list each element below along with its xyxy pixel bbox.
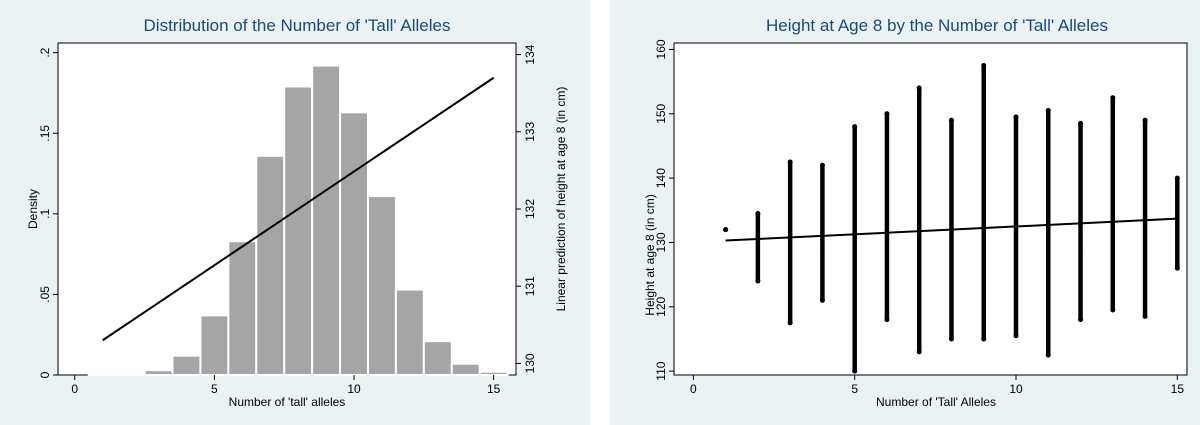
height-scatter-chart: Height at Age 8 by the Number of 'Tall' … — [643, 16, 1188, 409]
y-tick-label: 120 — [654, 296, 668, 316]
bar-series — [87, 64, 509, 377]
scatter-point — [1142, 313, 1148, 319]
scatter-point — [1078, 317, 1084, 323]
scatter-point — [1045, 108, 1051, 114]
scatter-point — [884, 317, 890, 323]
histogram-bar — [394, 288, 425, 376]
scatter-point — [981, 336, 987, 342]
scatter-point — [1174, 175, 1180, 181]
right-chart-panel: Height at Age 8 by the Number of 'Tall' … — [610, 0, 1200, 425]
scatter-point — [852, 124, 858, 130]
scatter-point — [1013, 333, 1019, 339]
scatter-point — [1013, 114, 1019, 120]
y-axis-label: Height at age 8 (in cm) — [643, 194, 657, 315]
scatter-point — [916, 85, 922, 91]
scatter-point — [981, 63, 987, 69]
x-axis-label: Number of 'tall' alleles — [229, 395, 346, 409]
y-tick-label: 0 — [38, 371, 52, 378]
y-tick-label: .2 — [38, 47, 52, 57]
scatter-point — [1078, 120, 1084, 126]
histogram-bar — [171, 354, 202, 376]
y2-tick-label: 131 — [523, 276, 537, 296]
x-tick-label: 0 — [690, 382, 697, 396]
chart-title: Distribution of the Number of 'Tall' All… — [144, 16, 451, 35]
scatter-point — [1110, 307, 1116, 313]
scatter-point — [916, 349, 922, 355]
histogram-bar — [339, 111, 369, 377]
plot-area — [673, 42, 1188, 376]
y-tick-label: .05 — [38, 286, 52, 303]
histogram-bar — [366, 195, 397, 376]
x-axis-label: Number of 'Tall' Alleles — [876, 395, 996, 409]
histogram-bar — [87, 373, 118, 377]
scatter-point — [1110, 95, 1116, 101]
y-tick-label: .15 — [38, 125, 52, 142]
chart-title: Height at Age 8 by the Number of 'Tall' … — [766, 16, 1108, 35]
y-tick-label: 110 — [654, 361, 668, 380]
x-axis: 0 5 10 15 — [690, 375, 1184, 396]
y-axis-left: 0 .05 .1 .15 .2 — [38, 47, 58, 378]
x-axis: 0 5 10 15 — [71, 375, 501, 396]
y2-tick-label: 133 — [523, 121, 537, 141]
histogram-bar — [115, 372, 146, 376]
scatter-points — [723, 63, 1180, 374]
left-chart-panel: Distribution of the Number of 'Tall' All… — [0, 0, 590, 425]
x-tick-label: 15 — [487, 382, 501, 396]
y2-tick-label: 134 — [523, 44, 537, 64]
scatter-point — [884, 111, 890, 117]
y-tick-label: 150 — [654, 103, 668, 123]
allele-distribution-chart: Distribution of the Number of 'Tall' All… — [26, 16, 568, 409]
scatter-point — [1045, 352, 1051, 358]
x-tick-label: 15 — [1171, 382, 1185, 396]
histogram-bar — [283, 85, 314, 377]
y-tick-label: 160 — [654, 39, 668, 59]
histogram-bar — [422, 340, 453, 376]
y-tick-label: 130 — [654, 232, 668, 252]
scatter-point — [787, 159, 793, 165]
fitted-line — [102, 76, 495, 342]
histogram-bar — [478, 370, 509, 377]
histogram-bar — [227, 240, 258, 376]
x-tick-label: 5 — [211, 382, 218, 396]
x-tick-label: 10 — [1009, 382, 1023, 396]
scatter-point — [1174, 265, 1180, 271]
histogram-bar — [450, 362, 481, 376]
histogram-bar — [255, 154, 286, 376]
scatter-point — [723, 227, 729, 233]
scatter-point — [819, 162, 825, 168]
y2-tick-label: 130 — [523, 353, 537, 373]
histogram-bar — [199, 314, 230, 376]
scatter-point — [755, 211, 761, 217]
y-axis-label: Density — [26, 189, 40, 229]
histogram-bar — [143, 369, 174, 376]
y2-tick-label: 132 — [523, 199, 537, 219]
y-tick-label: 140 — [654, 168, 668, 188]
fitted-line — [725, 217, 1178, 242]
scatter-point — [819, 297, 825, 303]
histogram-bar — [311, 64, 342, 376]
x-tick-label: 5 — [851, 382, 858, 396]
x-tick-label: 10 — [347, 382, 361, 396]
scatter-point — [755, 278, 761, 284]
scatter-point — [1142, 117, 1148, 123]
y-axis: 110 120 130 140 150 160 — [654, 39, 674, 381]
x-tick-label: 0 — [71, 382, 78, 396]
scatter-point — [852, 368, 858, 374]
scatter-point — [787, 320, 793, 326]
scatter-point — [948, 336, 954, 342]
y2-axis-label: Linear prediction of height at age 8 (in… — [554, 87, 568, 312]
y-axis-right: 130 131 132 133 134 — [516, 44, 537, 373]
y-tick-label: .1 — [38, 209, 52, 219]
scatter-point — [948, 117, 954, 123]
